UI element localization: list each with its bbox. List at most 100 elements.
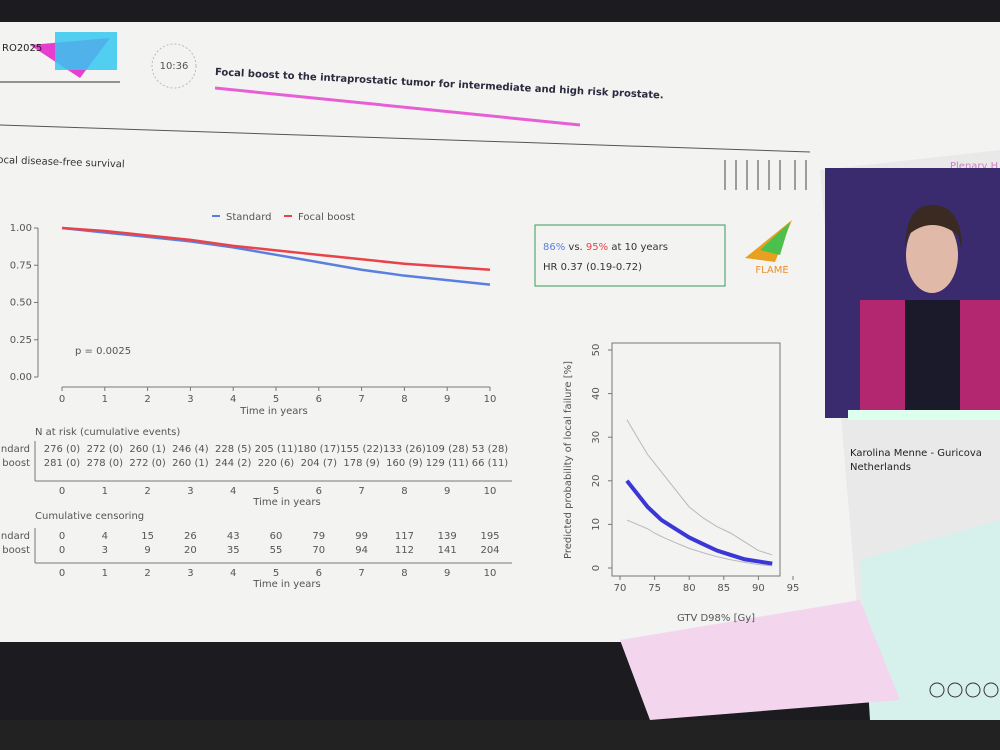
time-label: 4 [230,568,236,579]
y-tick-label: 50 [591,344,602,357]
session: Plenary H [950,161,998,172]
x-tick-label: 10 [484,394,497,405]
cell: 129 (11) [426,458,469,469]
row-label: Standard [0,531,30,542]
cell: 109 (28) [426,444,469,455]
cell: 278 (0) [87,458,124,469]
cell: 60 [270,531,283,542]
clock [151,43,197,89]
time-label: 9 [444,568,450,579]
cell: 281 (0) [44,458,81,469]
x-axis-label: GTV D98% [Gy] [677,613,755,624]
cell: 70 [312,545,325,556]
x-tick-label: 2 [144,394,150,405]
speaker-shirt [905,300,960,418]
cell: 205 (11) [255,444,298,455]
speaker-face [906,217,958,293]
cell: 26 [184,531,197,542]
cell: 276 (0) [44,444,81,455]
x-tick-label: 1 [102,394,108,405]
time-label: 0 [59,486,65,497]
time-label: 8 [401,486,407,497]
logo-text: RO2025 [2,43,42,54]
annotation: p = 0.0025 [75,346,131,357]
cell: 43 [227,531,240,542]
cell: 94 [355,545,368,556]
time-label: 2 [144,486,150,497]
speaker-hair [905,205,962,250]
logo-cyan [55,32,117,70]
result-standard: 86% [543,242,565,253]
y-tick-label: 20 [591,474,602,487]
cell: 9 [144,545,150,556]
cell: 272 (0) [129,458,166,469]
result-hr: HR 0.37 (0.19-0.72) [543,262,642,273]
cell: 117 [395,531,414,542]
result-line: 86% vs. 95% at 10 years [543,242,668,253]
cell: 4 [102,531,108,542]
time-label: 1 [102,568,108,579]
plot-frame [611,342,781,577]
cell: 55 [270,545,283,556]
header-underline [214,86,581,127]
series-line [61,226,491,271]
time-label: 0 [59,568,65,579]
time-label: 6 [316,568,322,579]
time-label: 10 [484,568,497,579]
cell: 204 (7) [301,458,338,469]
cell: 272 (0) [87,444,124,455]
y-tick-label: 0.75 [10,260,32,271]
cell: 160 (9) [386,458,423,469]
cell: 141 [438,545,457,556]
time-label: 1 [102,486,108,497]
x-tick-label: 5 [273,394,279,405]
censor-title: Cumulative censoring [35,511,144,522]
cell: 260 (1) [172,458,209,469]
cell: 155 (22) [340,444,383,455]
cell: 15 [141,531,154,542]
flame-shape-2 [760,222,790,255]
x-axis-label: Time in years [239,406,307,417]
deco-pink [620,600,900,720]
cell: 133 (26) [383,444,426,455]
y-axis-label: Predicted probability of local failure [… [563,361,574,559]
cell: 260 (1) [129,444,166,455]
time-label: 6 [316,486,322,497]
cell: 79 [312,531,325,542]
header-rule [0,124,811,153]
time-label: 4 [230,486,236,497]
cell: 178 (9) [343,458,380,469]
cell: 244 (2) [215,458,252,469]
time-label: 9 [444,486,450,497]
time-label: 5 [273,568,279,579]
x-tick-label: 8 [401,394,407,405]
series-line [626,519,773,567]
cell: 195 [480,531,499,542]
y-tick-label: 10 [591,518,602,531]
cell: 246 (4) [172,444,209,455]
cell: 20 [184,545,197,556]
speaker-name: Karolina Menne - Guricova [850,448,982,459]
y-tick-label: 30 [591,431,602,444]
x-tick-label: 75 [648,583,661,594]
cell: 204 [480,545,499,556]
time-label: 7 [358,486,364,497]
cell: 220 (6) [258,458,295,469]
x-tick-label: 9 [444,394,450,405]
series-line [61,226,491,286]
cell: 180 (17) [297,444,340,455]
time-axis-label: Time in years [252,497,320,508]
cell: 53 (28) [472,444,509,455]
x-tick-label: 95 [787,583,800,594]
x-tick-label: 85 [717,583,730,594]
x-tick-label: 80 [683,583,696,594]
flame-shape [745,220,792,262]
x-tick-label: 7 [358,394,364,405]
result-suffix: at 10 years [611,242,668,253]
time-label: 8 [401,568,407,579]
cell: 139 [438,531,457,542]
cell: 35 [227,545,240,556]
time-label: 5 [273,486,279,497]
time-label: 3 [187,486,193,497]
